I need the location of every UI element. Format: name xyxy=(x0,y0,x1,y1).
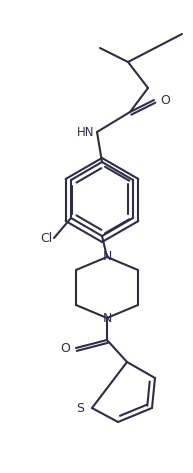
Text: O: O xyxy=(160,94,170,106)
Text: Cl: Cl xyxy=(40,231,52,245)
Text: N: N xyxy=(102,251,112,263)
Text: HN: HN xyxy=(76,125,94,139)
Text: O: O xyxy=(60,342,70,354)
Text: S: S xyxy=(76,402,84,414)
Text: N: N xyxy=(102,312,112,324)
